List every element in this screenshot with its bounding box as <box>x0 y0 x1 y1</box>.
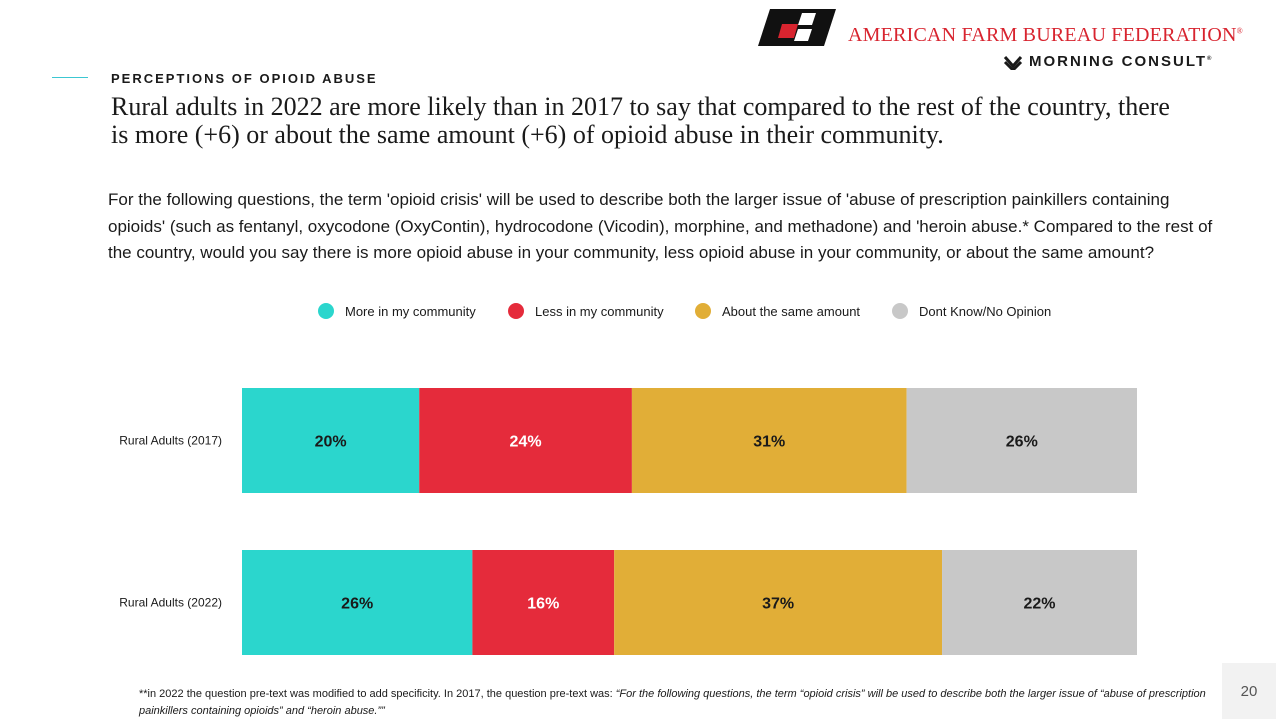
data-label: 26% <box>1006 434 1038 451</box>
section-divider <box>52 77 88 78</box>
legend-item-less: Less in my community <box>508 303 664 319</box>
legend-label: About the same amount <box>722 303 861 319</box>
bar-segment <box>419 388 632 493</box>
bar-segment <box>942 550 1137 655</box>
footnote-quote: “For the following questions, the term “… <box>139 688 1206 717</box>
legend-item-more: More in my community <box>318 303 476 319</box>
bar-row-2: Rural Adults (2022) 26% 16% 37% 22% <box>119 550 1137 655</box>
legend-swatch <box>508 303 524 319</box>
bar-segment <box>242 550 473 655</box>
data-label: 31% <box>753 434 785 451</box>
partner-name: MORNING CONSULT® <box>1029 53 1212 70</box>
partner-logo: MORNING CONSULT® <box>1003 53 1211 70</box>
data-label: 26% <box>341 596 373 613</box>
data-label: 22% <box>1024 596 1056 613</box>
legend-label: More in my community <box>345 303 476 319</box>
bar-row-1: Rural Adults (2017) 20% 24% 31% 26% <box>119 388 1137 493</box>
footnote: **in 2022 the question pre-text was modi… <box>139 688 1206 717</box>
category-label: Rural Adults (2017) <box>119 434 222 448</box>
data-label: 37% <box>762 596 794 613</box>
legend-label: Dont Know/No Opinion <box>919 303 1052 319</box>
bar-segment <box>472 550 615 655</box>
legend-item-dont-know: Dont Know/No Opinion <box>892 303 1051 319</box>
legend-label: Less in my community <box>535 303 664 319</box>
afbf-logo-icon <box>758 9 836 46</box>
legend-swatch <box>318 303 334 319</box>
bar-segment <box>906 388 1137 493</box>
question-text: For the following questions, the term 'o… <box>108 190 1213 262</box>
legend-item-same: About the same amount <box>695 303 860 319</box>
data-label: 20% <box>315 434 347 451</box>
legend-swatch <box>892 303 908 319</box>
data-label: 24% <box>510 434 542 451</box>
bar-segment <box>242 388 420 493</box>
data-label: 16% <box>527 596 559 613</box>
morning-consult-logo-icon <box>1003 55 1023 70</box>
page-number-box: 20 <box>1222 663 1276 719</box>
org-name: AMERICAN FARM BUREAU FEDERATION® <box>848 24 1243 46</box>
section-label: PERCEPTIONS OF OPIOID ABUSE <box>111 71 378 86</box>
category-label: Rural Adults (2022) <box>119 596 222 610</box>
slide-headline: Rural adults in 2022 are more likely tha… <box>111 92 1170 149</box>
page-number: 20 <box>1240 682 1258 700</box>
legend-swatch <box>695 303 711 319</box>
bar-segment <box>614 550 943 655</box>
bar-segment <box>631 388 907 493</box>
